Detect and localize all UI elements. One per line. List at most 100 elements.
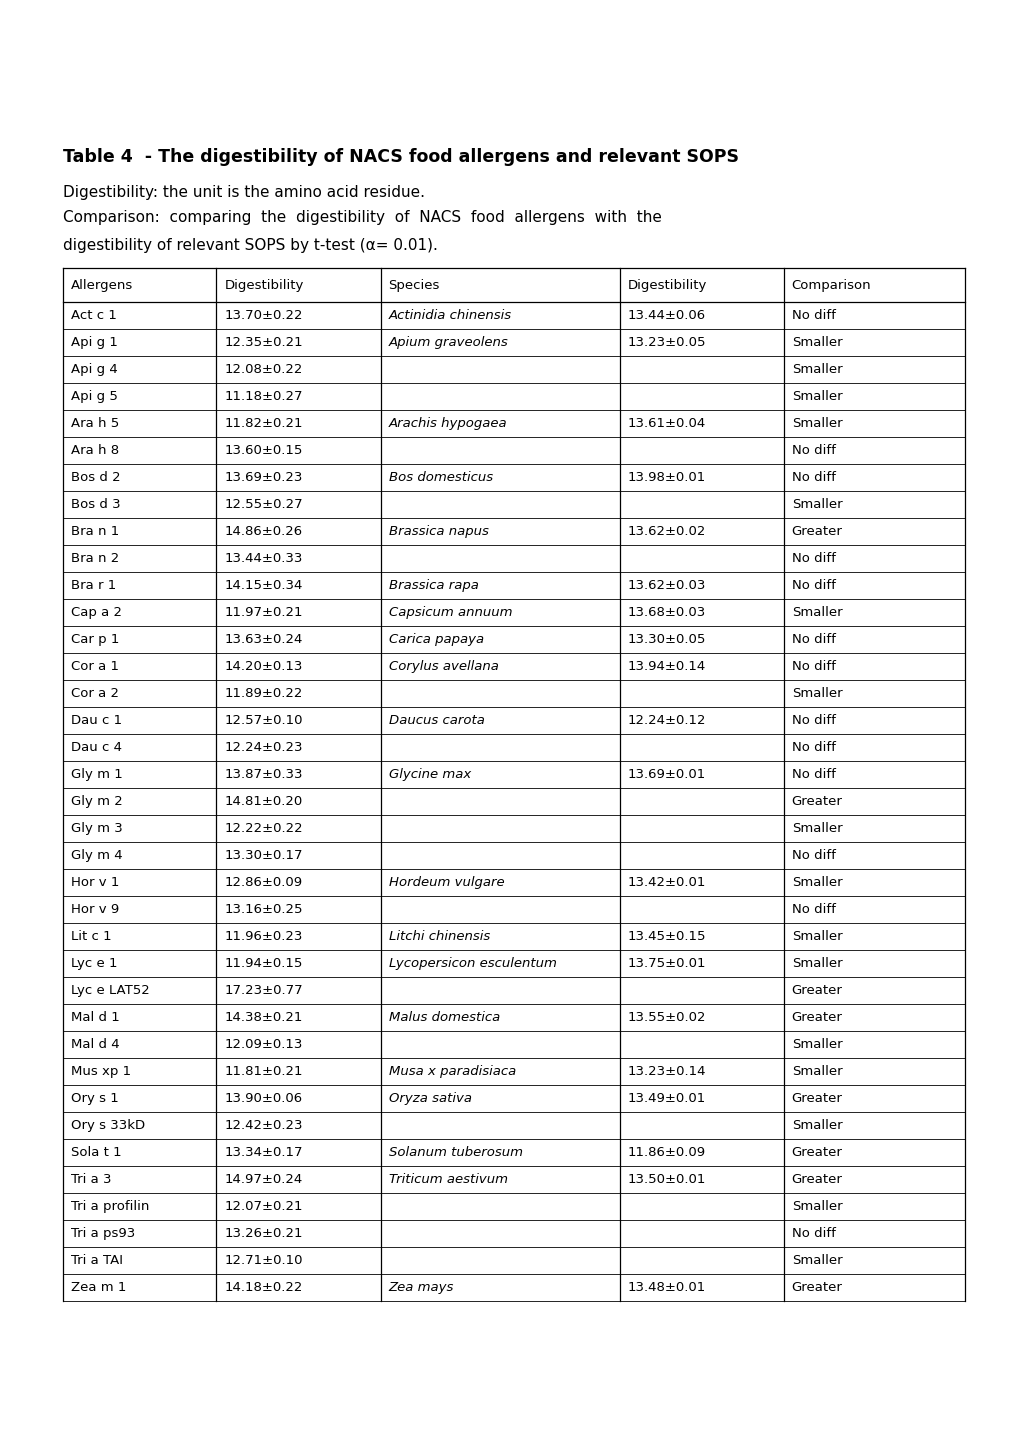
Text: 13.70±0.22: 13.70±0.22 xyxy=(224,309,303,322)
Text: 12.09±0.13: 12.09±0.13 xyxy=(224,1038,303,1051)
Text: Bra n 1: Bra n 1 xyxy=(71,525,119,538)
Text: 13.44±0.33: 13.44±0.33 xyxy=(224,553,303,566)
Text: Musa x paradisiaca: Musa x paradisiaca xyxy=(388,1065,516,1078)
Text: No diff: No diff xyxy=(791,742,835,755)
Text: 14.86±0.26: 14.86±0.26 xyxy=(224,525,303,538)
Text: Corylus avellana: Corylus avellana xyxy=(388,659,498,672)
Text: Capsicum annuum: Capsicum annuum xyxy=(388,606,512,619)
Text: Dau c 1: Dau c 1 xyxy=(71,714,122,727)
Text: 13.69±0.23: 13.69±0.23 xyxy=(224,470,303,483)
Text: 13.75±0.01: 13.75±0.01 xyxy=(627,957,705,970)
Text: Gly m 4: Gly m 4 xyxy=(71,848,122,861)
Text: No diff: No diff xyxy=(791,659,835,672)
Text: No diff: No diff xyxy=(791,903,835,916)
Text: Bos d 2: Bos d 2 xyxy=(71,470,120,483)
Text: 13.23±0.14: 13.23±0.14 xyxy=(627,1065,705,1078)
Text: Smaller: Smaller xyxy=(791,957,842,970)
Text: 13.44±0.06: 13.44±0.06 xyxy=(627,309,705,322)
Text: Smaller: Smaller xyxy=(791,823,842,835)
Text: 13.90±0.06: 13.90±0.06 xyxy=(224,1092,303,1105)
Text: Cor a 2: Cor a 2 xyxy=(71,687,119,700)
Text: Triticum aestivum: Triticum aestivum xyxy=(388,1173,507,1186)
Text: Table 4  - The digestibility of NACS food allergens and relevant SOPS: Table 4 - The digestibility of NACS food… xyxy=(63,149,739,166)
Text: Digestibility: Digestibility xyxy=(627,278,706,291)
Text: Greater: Greater xyxy=(791,1012,842,1025)
Text: 11.82±0.21: 11.82±0.21 xyxy=(224,417,303,430)
Text: Hor v 9: Hor v 9 xyxy=(71,903,119,916)
Text: Zea mays: Zea mays xyxy=(388,1281,453,1294)
Text: 12.24±0.23: 12.24±0.23 xyxy=(224,742,303,755)
Text: Api g 1: Api g 1 xyxy=(71,336,118,349)
Text: 14.97±0.24: 14.97±0.24 xyxy=(224,1173,303,1186)
Text: 13.69±0.01: 13.69±0.01 xyxy=(627,768,705,781)
Text: 12.42±0.23: 12.42±0.23 xyxy=(224,1118,303,1131)
Text: Smaller: Smaller xyxy=(791,336,842,349)
Text: 13.48±0.01: 13.48±0.01 xyxy=(627,1281,705,1294)
Text: Gly m 1: Gly m 1 xyxy=(71,768,122,781)
Text: Car p 1: Car p 1 xyxy=(71,633,119,646)
Text: 13.26±0.21: 13.26±0.21 xyxy=(224,1227,303,1240)
Text: 12.86±0.09: 12.86±0.09 xyxy=(224,876,303,889)
Text: No diff: No diff xyxy=(791,309,835,322)
Text: Comparison:  comparing  the  digestibility  of  NACS  food  allergens  with  the: Comparison: comparing the digestibility … xyxy=(63,211,661,225)
Text: Greater: Greater xyxy=(791,1281,842,1294)
Text: Actinidia chinensis: Actinidia chinensis xyxy=(388,309,512,322)
Text: 13.45±0.15: 13.45±0.15 xyxy=(627,929,705,942)
Text: 13.60±0.15: 13.60±0.15 xyxy=(224,444,303,457)
Text: Smaller: Smaller xyxy=(791,417,842,430)
Text: Mus xp 1: Mus xp 1 xyxy=(71,1065,131,1078)
Text: Cor a 1: Cor a 1 xyxy=(71,659,119,672)
Text: Greater: Greater xyxy=(791,1173,842,1186)
Text: Cap a 2: Cap a 2 xyxy=(71,606,122,619)
Text: 11.86±0.09: 11.86±0.09 xyxy=(627,1146,705,1159)
Text: Hordeum vulgare: Hordeum vulgare xyxy=(388,876,503,889)
Text: Smaller: Smaller xyxy=(791,876,842,889)
Text: Greater: Greater xyxy=(791,1092,842,1105)
Text: Tri a 3: Tri a 3 xyxy=(71,1173,111,1186)
Text: Lycopersicon esculentum: Lycopersicon esculentum xyxy=(388,957,555,970)
Text: Ory s 1: Ory s 1 xyxy=(71,1092,118,1105)
Text: Malus domestica: Malus domestica xyxy=(388,1012,499,1025)
Text: 12.24±0.12: 12.24±0.12 xyxy=(627,714,705,727)
Text: 13.63±0.24: 13.63±0.24 xyxy=(224,633,303,646)
Text: Tri a profilin: Tri a profilin xyxy=(71,1201,149,1214)
Text: 13.87±0.33: 13.87±0.33 xyxy=(224,768,303,781)
Text: Bos domesticus: Bos domesticus xyxy=(388,470,492,483)
Text: Oryza sativa: Oryza sativa xyxy=(388,1092,471,1105)
Text: Act c 1: Act c 1 xyxy=(71,309,117,322)
Text: 14.15±0.34: 14.15±0.34 xyxy=(224,579,303,592)
Text: 11.97±0.21: 11.97±0.21 xyxy=(224,606,303,619)
Text: Mal d 4: Mal d 4 xyxy=(71,1038,119,1051)
Text: Arachis hypogaea: Arachis hypogaea xyxy=(388,417,506,430)
Text: Lit c 1: Lit c 1 xyxy=(71,929,111,942)
Text: digestibility of relevant SOPS by t-test (α= 0.01).: digestibility of relevant SOPS by t-test… xyxy=(63,238,437,253)
Text: Smaller: Smaller xyxy=(791,498,842,511)
Text: Greater: Greater xyxy=(791,984,842,997)
Text: Tri a ps93: Tri a ps93 xyxy=(71,1227,136,1240)
Text: Sola t 1: Sola t 1 xyxy=(71,1146,121,1159)
Text: Allergens: Allergens xyxy=(71,278,133,291)
Text: 13.61±0.04: 13.61±0.04 xyxy=(627,417,705,430)
Text: Smaller: Smaller xyxy=(791,1065,842,1078)
Text: Comparison: Comparison xyxy=(791,278,870,291)
Text: No diff: No diff xyxy=(791,768,835,781)
Text: 13.30±0.05: 13.30±0.05 xyxy=(627,633,705,646)
Text: Species: Species xyxy=(388,278,439,291)
Text: 11.94±0.15: 11.94±0.15 xyxy=(224,957,303,970)
Text: 12.08±0.22: 12.08±0.22 xyxy=(224,364,303,377)
Text: Greater: Greater xyxy=(791,795,842,808)
Text: Greater: Greater xyxy=(791,1146,842,1159)
Text: Daucus carota: Daucus carota xyxy=(388,714,484,727)
Text: Brassica rapa: Brassica rapa xyxy=(388,579,478,592)
Text: Brassica napus: Brassica napus xyxy=(388,525,488,538)
Text: 14.18±0.22: 14.18±0.22 xyxy=(224,1281,303,1294)
Text: No diff: No diff xyxy=(791,1227,835,1240)
Text: 12.35±0.21: 12.35±0.21 xyxy=(224,336,303,349)
Text: Mal d 1: Mal d 1 xyxy=(71,1012,119,1025)
Text: 13.16±0.25: 13.16±0.25 xyxy=(224,903,303,916)
Text: Gly m 2: Gly m 2 xyxy=(71,795,122,808)
Text: Api g 5: Api g 5 xyxy=(71,390,118,403)
Text: 13.42±0.01: 13.42±0.01 xyxy=(627,876,705,889)
Text: Smaller: Smaller xyxy=(791,1254,842,1267)
Text: Solanum tuberosum: Solanum tuberosum xyxy=(388,1146,522,1159)
